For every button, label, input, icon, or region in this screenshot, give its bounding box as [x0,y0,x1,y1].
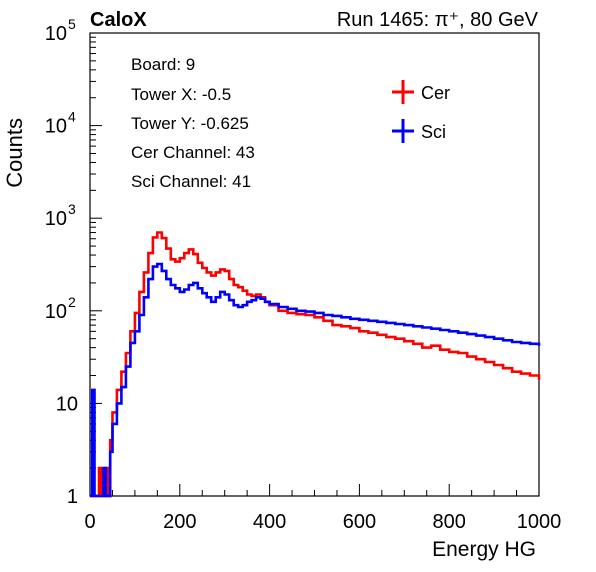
x-tick-label: 400 [253,511,286,533]
y-tick-label: 10 [45,208,67,230]
y-tick-label: 1 [67,486,78,508]
legend-marker-cer [392,80,414,104]
series-sci-line [90,262,541,498]
y-tick-exponent: 2 [68,294,76,310]
info-board: Board: 9 [131,55,195,74]
y-tick-label: 10 [45,116,67,138]
y-tick-label: 10 [56,393,78,415]
y-tick-exponent: 5 [68,16,76,32]
y-tick-exponent: 3 [68,201,76,217]
info-tower-y: Tower Y: -0.625 [131,114,249,133]
chart-title-right: Run 1465: π⁺, 80 GeV [337,9,539,31]
legend-marker-sci [392,119,414,143]
info-tower-x: Tower X: -0.5 [131,85,231,104]
y-tick-label: 10 [45,301,67,323]
y-tick-label: 10 [45,23,67,45]
chart-title-left: CaloX [90,9,147,31]
x-tick-label: 800 [433,511,466,533]
x-axis-label: Energy HG [432,538,536,561]
x-tick-label: 1000 [517,511,562,533]
info-cer-channel: Cer Channel: 43 [131,143,255,162]
legend-label-cer: Cer [421,83,450,103]
info-sci-channel: Sci Channel: 41 [131,172,251,191]
series-layer [90,231,541,498]
x-tick-label: 600 [343,511,376,533]
x-tick-label: 0 [84,511,95,533]
y-axis-label: Counts [2,118,27,188]
y-tick-exponent: 4 [68,109,76,125]
legend: Cer Sci [392,80,450,143]
legend-label-sci: Sci [421,122,446,142]
info-box [118,44,360,202]
x-tick-label: 200 [163,511,196,533]
series-cer-line [90,231,541,498]
